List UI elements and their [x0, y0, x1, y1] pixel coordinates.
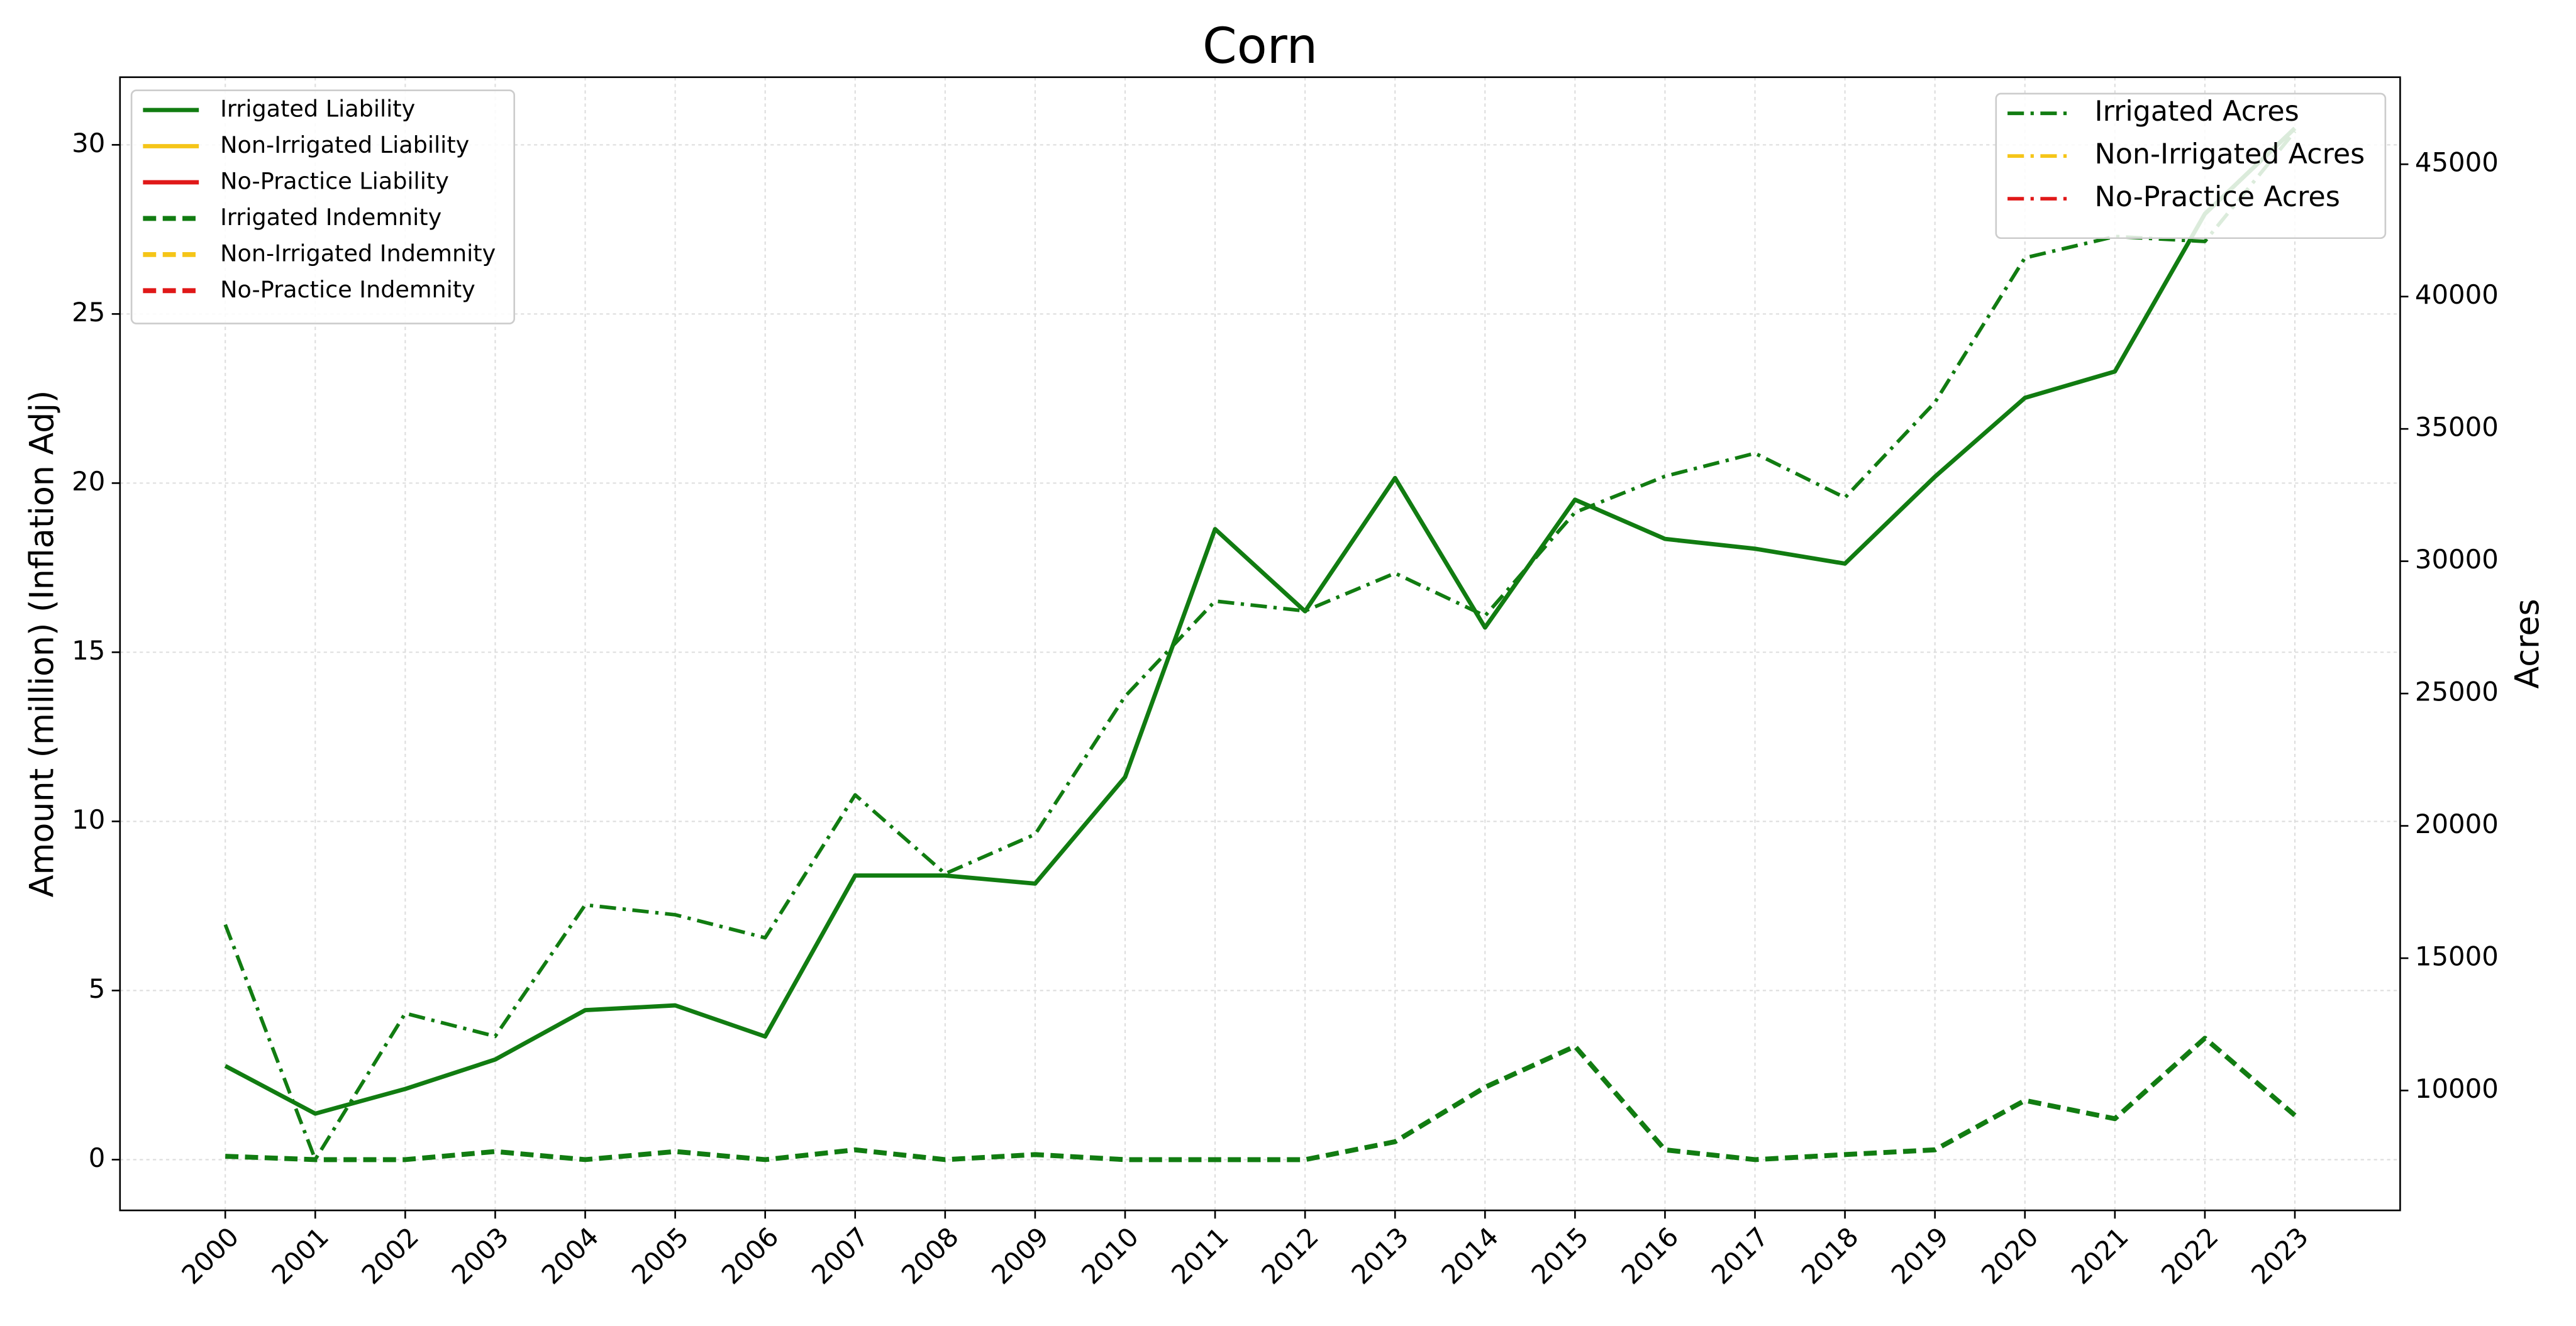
y-tick-label: 30: [72, 128, 105, 158]
series-line: [223, 130, 2297, 1161]
y2-tick-label: 30000: [2415, 544, 2499, 575]
plot-frame: [119, 76, 2401, 1212]
legend-box: [130, 89, 516, 324]
series-line: [224, 126, 2297, 1116]
legend-label: No-Practice Acres: [2095, 181, 2340, 213]
chart-title: Corn: [1202, 18, 1318, 75]
legend-label: No-Practice Liability: [220, 167, 449, 194]
legend-box: [1995, 92, 2387, 240]
series-line: [225, 1036, 2297, 1163]
y-tick-label: 25: [72, 297, 105, 328]
y-tick-label: 20: [72, 466, 105, 497]
y-axis-label: Amount (million) (Inflation Adj): [24, 390, 62, 898]
y2-tick-label: 45000: [2415, 147, 2499, 178]
y2-tick-label: 25000: [2415, 677, 2499, 707]
y-tick-label: 0: [89, 1142, 106, 1173]
y-tick-label: 5: [89, 973, 106, 1004]
legend-label: Non-Irrigated Indemnity: [220, 240, 496, 267]
legend-label: Non-Irrigated Acres: [2095, 138, 2365, 170]
y2-tick-label: 40000: [2415, 279, 2499, 310]
y-tick-label: 10: [72, 804, 105, 835]
y2-tick-label: 10000: [2415, 1073, 2499, 1104]
y2-axis-label: Acres: [2509, 599, 2547, 688]
y-tick-label: 15: [72, 635, 105, 666]
legend-label: Irrigated Acres: [2095, 96, 2299, 128]
legend-label: Irrigated Indemnity: [220, 204, 441, 231]
y2-tick-label: 15000: [2415, 941, 2499, 971]
y2-tick-label: 20000: [2415, 809, 2499, 839]
legend-label: Non-Irrigated Liability: [220, 131, 469, 158]
legend-label: No-Practice Indemnity: [220, 276, 475, 303]
legend-label: Irrigated Liability: [220, 96, 415, 123]
y2-tick-label: 35000: [2415, 412, 2499, 443]
